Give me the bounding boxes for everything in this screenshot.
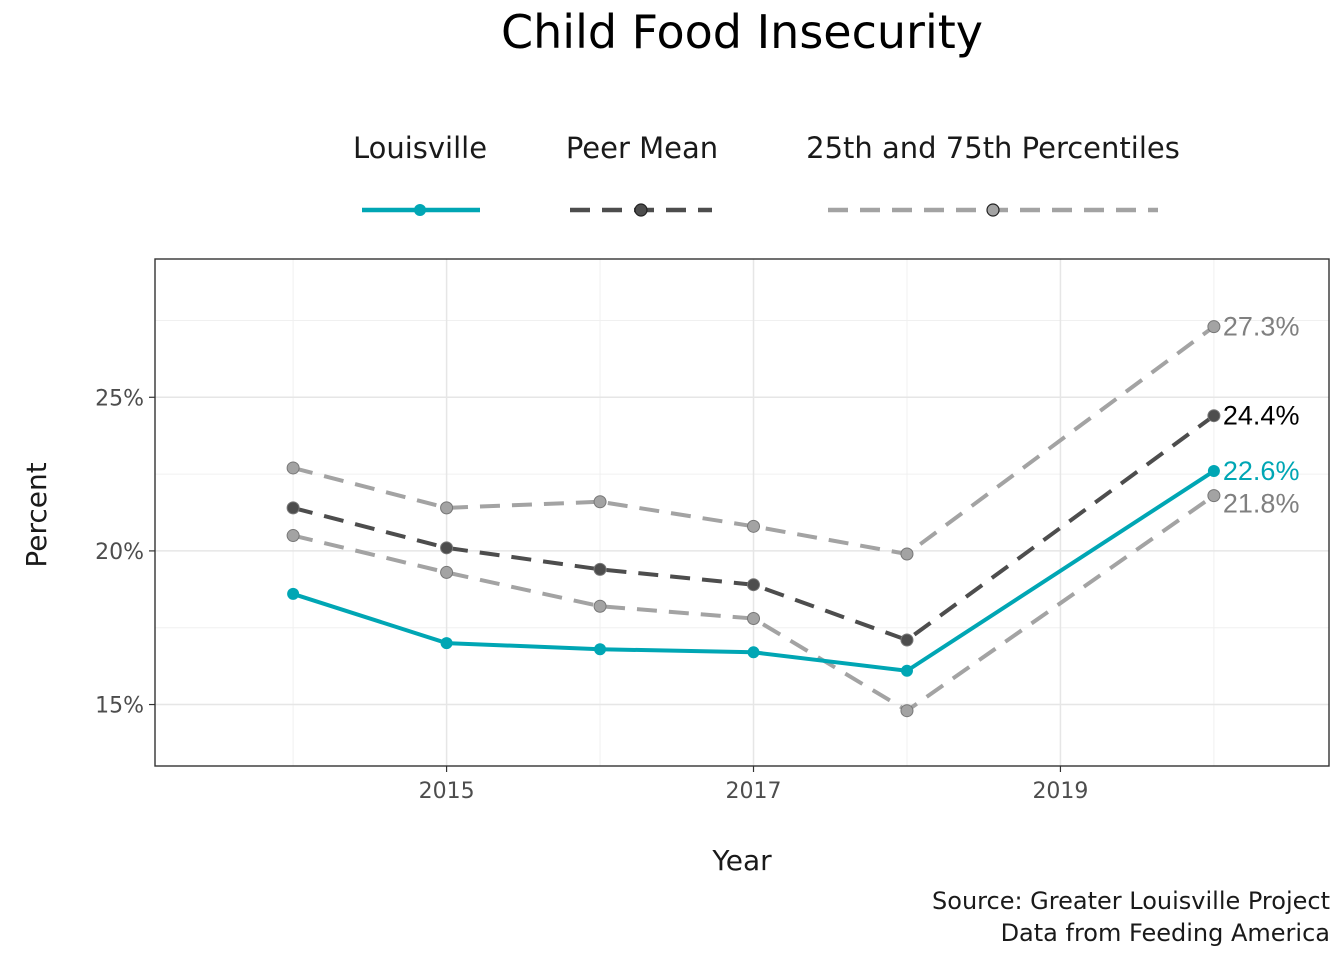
legend-key-point	[986, 203, 1000, 217]
y-axis-title: Percent	[20, 462, 53, 567]
data-point-louisville	[594, 643, 607, 656]
data-point-p75	[286, 461, 300, 475]
data-point-peer_mean	[440, 541, 454, 555]
panel-background	[155, 259, 1329, 766]
legend-key-point	[634, 203, 648, 217]
legend-label-percentiles: 25th and 75th Percentiles	[806, 131, 1180, 165]
series-line-p25	[292, 493, 1216, 713]
x-tick-label: 2017	[726, 779, 782, 804]
data-point-louisville	[900, 664, 913, 677]
end-label-peer_mean: 24.4%	[1223, 401, 1300, 431]
y-tick-label: 15%	[95, 694, 144, 719]
panel-border	[154, 258, 1330, 767]
data-point-louisville	[287, 587, 300, 600]
data-point-p75	[440, 501, 454, 515]
legend-label-peer-mean: Peer Mean	[566, 131, 718, 165]
data-point-p75	[747, 519, 761, 533]
end-label-louisville: 22.6%	[1223, 456, 1300, 486]
data-point-p75	[900, 547, 914, 561]
legend-label-louisville: Louisville	[353, 131, 487, 165]
data-point-louisville	[1207, 465, 1220, 478]
data-point-p25	[593, 599, 607, 613]
data-point-peer_mean	[286, 501, 300, 515]
data-point-p25	[900, 704, 914, 718]
legend: Louisville Peer Mean 25th and 75th Perce…	[353, 131, 1180, 217]
x-tick-label: 2015	[419, 779, 475, 804]
chart-title: Child Food Insecurity	[501, 5, 983, 59]
caption-data: Data from Feeding America	[1001, 919, 1330, 947]
x-axis-ticks: 2015 2017 2019	[419, 766, 1088, 804]
plot-area: 22.6% 24.4% 27.3% 21.8%	[154, 258, 1330, 767]
y-tick-label: 25%	[95, 386, 144, 411]
end-label-p75: 27.3%	[1223, 312, 1300, 342]
data-point-p75	[593, 495, 607, 509]
data-point-p25	[747, 612, 761, 626]
series-lines	[292, 324, 1216, 713]
x-tick-label: 2019	[1032, 779, 1088, 804]
data-point-peer_mean	[593, 562, 607, 576]
series-line-p75	[292, 324, 1216, 556]
data-point-louisville	[440, 637, 453, 650]
data-point-peer_mean	[1207, 409, 1221, 423]
y-tick-label: 20%	[95, 540, 144, 565]
data-point-peer_mean	[900, 633, 914, 647]
series-points	[286, 320, 1221, 718]
data-point-p25	[1207, 489, 1221, 503]
end-labels: 22.6% 24.4% 27.3% 21.8%	[1223, 312, 1300, 519]
y-axis-ticks: 15% 20% 25%	[95, 386, 155, 719]
data-point-p25	[286, 529, 300, 543]
series-line-louisville	[292, 469, 1215, 673]
end-label-p25: 21.8%	[1223, 489, 1300, 519]
data-point-p75	[1207, 320, 1221, 334]
data-point-louisville	[747, 646, 760, 659]
caption-source: Source: Greater Louisville Project	[932, 887, 1330, 915]
legend-key-point	[414, 204, 426, 216]
series-line-peer_mean	[292, 414, 1216, 643]
legend-keys	[362, 203, 1158, 217]
x-axis-title: Year	[711, 844, 772, 877]
data-point-p25	[440, 565, 454, 579]
data-point-peer_mean	[747, 578, 761, 592]
